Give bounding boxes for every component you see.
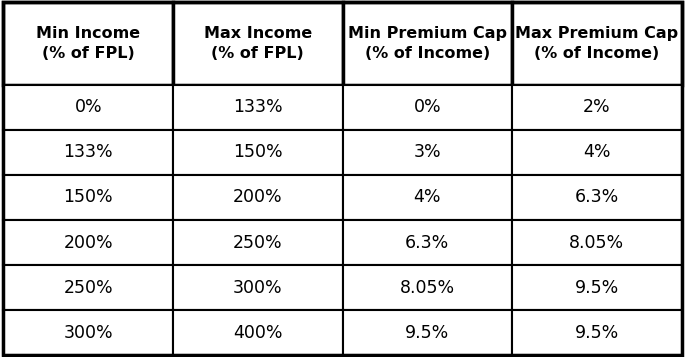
Bar [512,265,682,310]
Text: 250%: 250% [64,278,113,297]
Bar [173,2,342,85]
Text: 400%: 400% [233,324,282,342]
Bar [342,175,512,220]
Text: 150%: 150% [233,144,282,161]
Bar [173,310,342,355]
Bar [512,175,682,220]
Bar [342,2,512,85]
Text: 300%: 300% [64,324,113,342]
Bar [512,2,682,85]
Text: 300%: 300% [233,278,282,297]
Text: 200%: 200% [233,188,282,206]
Bar [173,130,342,175]
Text: 0%: 0% [75,99,102,116]
Bar [342,85,512,130]
Bar [3,85,173,130]
Text: 250%: 250% [233,233,282,252]
Bar [3,130,173,175]
Text: 4%: 4% [583,144,610,161]
Text: 9.5%: 9.5% [405,324,449,342]
Bar [342,220,512,265]
Bar [3,175,173,220]
Bar [512,220,682,265]
Text: 200%: 200% [64,233,113,252]
Text: 6.3%: 6.3% [575,188,619,206]
Bar [342,130,512,175]
Bar [342,265,512,310]
Bar [512,85,682,130]
Text: 4%: 4% [414,188,441,206]
Bar [3,220,173,265]
Text: 2%: 2% [583,99,610,116]
Bar [512,310,682,355]
Text: 6.3%: 6.3% [405,233,449,252]
Text: 3%: 3% [414,144,441,161]
Bar [173,85,342,130]
Text: Min Premium Cap
(% of Income): Min Premium Cap (% of Income) [348,26,507,61]
Bar [512,130,682,175]
Bar [173,265,342,310]
Bar [173,175,342,220]
Text: 0%: 0% [414,99,441,116]
Bar [3,2,173,85]
Bar [173,220,342,265]
Text: 8.05%: 8.05% [569,233,624,252]
Text: 8.05%: 8.05% [400,278,455,297]
Text: Max Premium Cap
(% of Income): Max Premium Cap (% of Income) [515,26,678,61]
Bar [3,310,173,355]
Text: Min Income
(% of FPL): Min Income (% of FPL) [36,26,140,61]
Bar [3,265,173,310]
Text: 150%: 150% [64,188,113,206]
Text: 9.5%: 9.5% [575,324,619,342]
Text: 133%: 133% [64,144,113,161]
Text: 133%: 133% [233,99,282,116]
Text: Max Income
(% of FPL): Max Income (% of FPL) [203,26,312,61]
Bar [342,310,512,355]
Text: 9.5%: 9.5% [575,278,619,297]
